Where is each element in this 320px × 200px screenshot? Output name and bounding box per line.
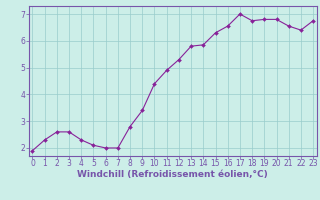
X-axis label: Windchill (Refroidissement éolien,°C): Windchill (Refroidissement éolien,°C) bbox=[77, 170, 268, 179]
